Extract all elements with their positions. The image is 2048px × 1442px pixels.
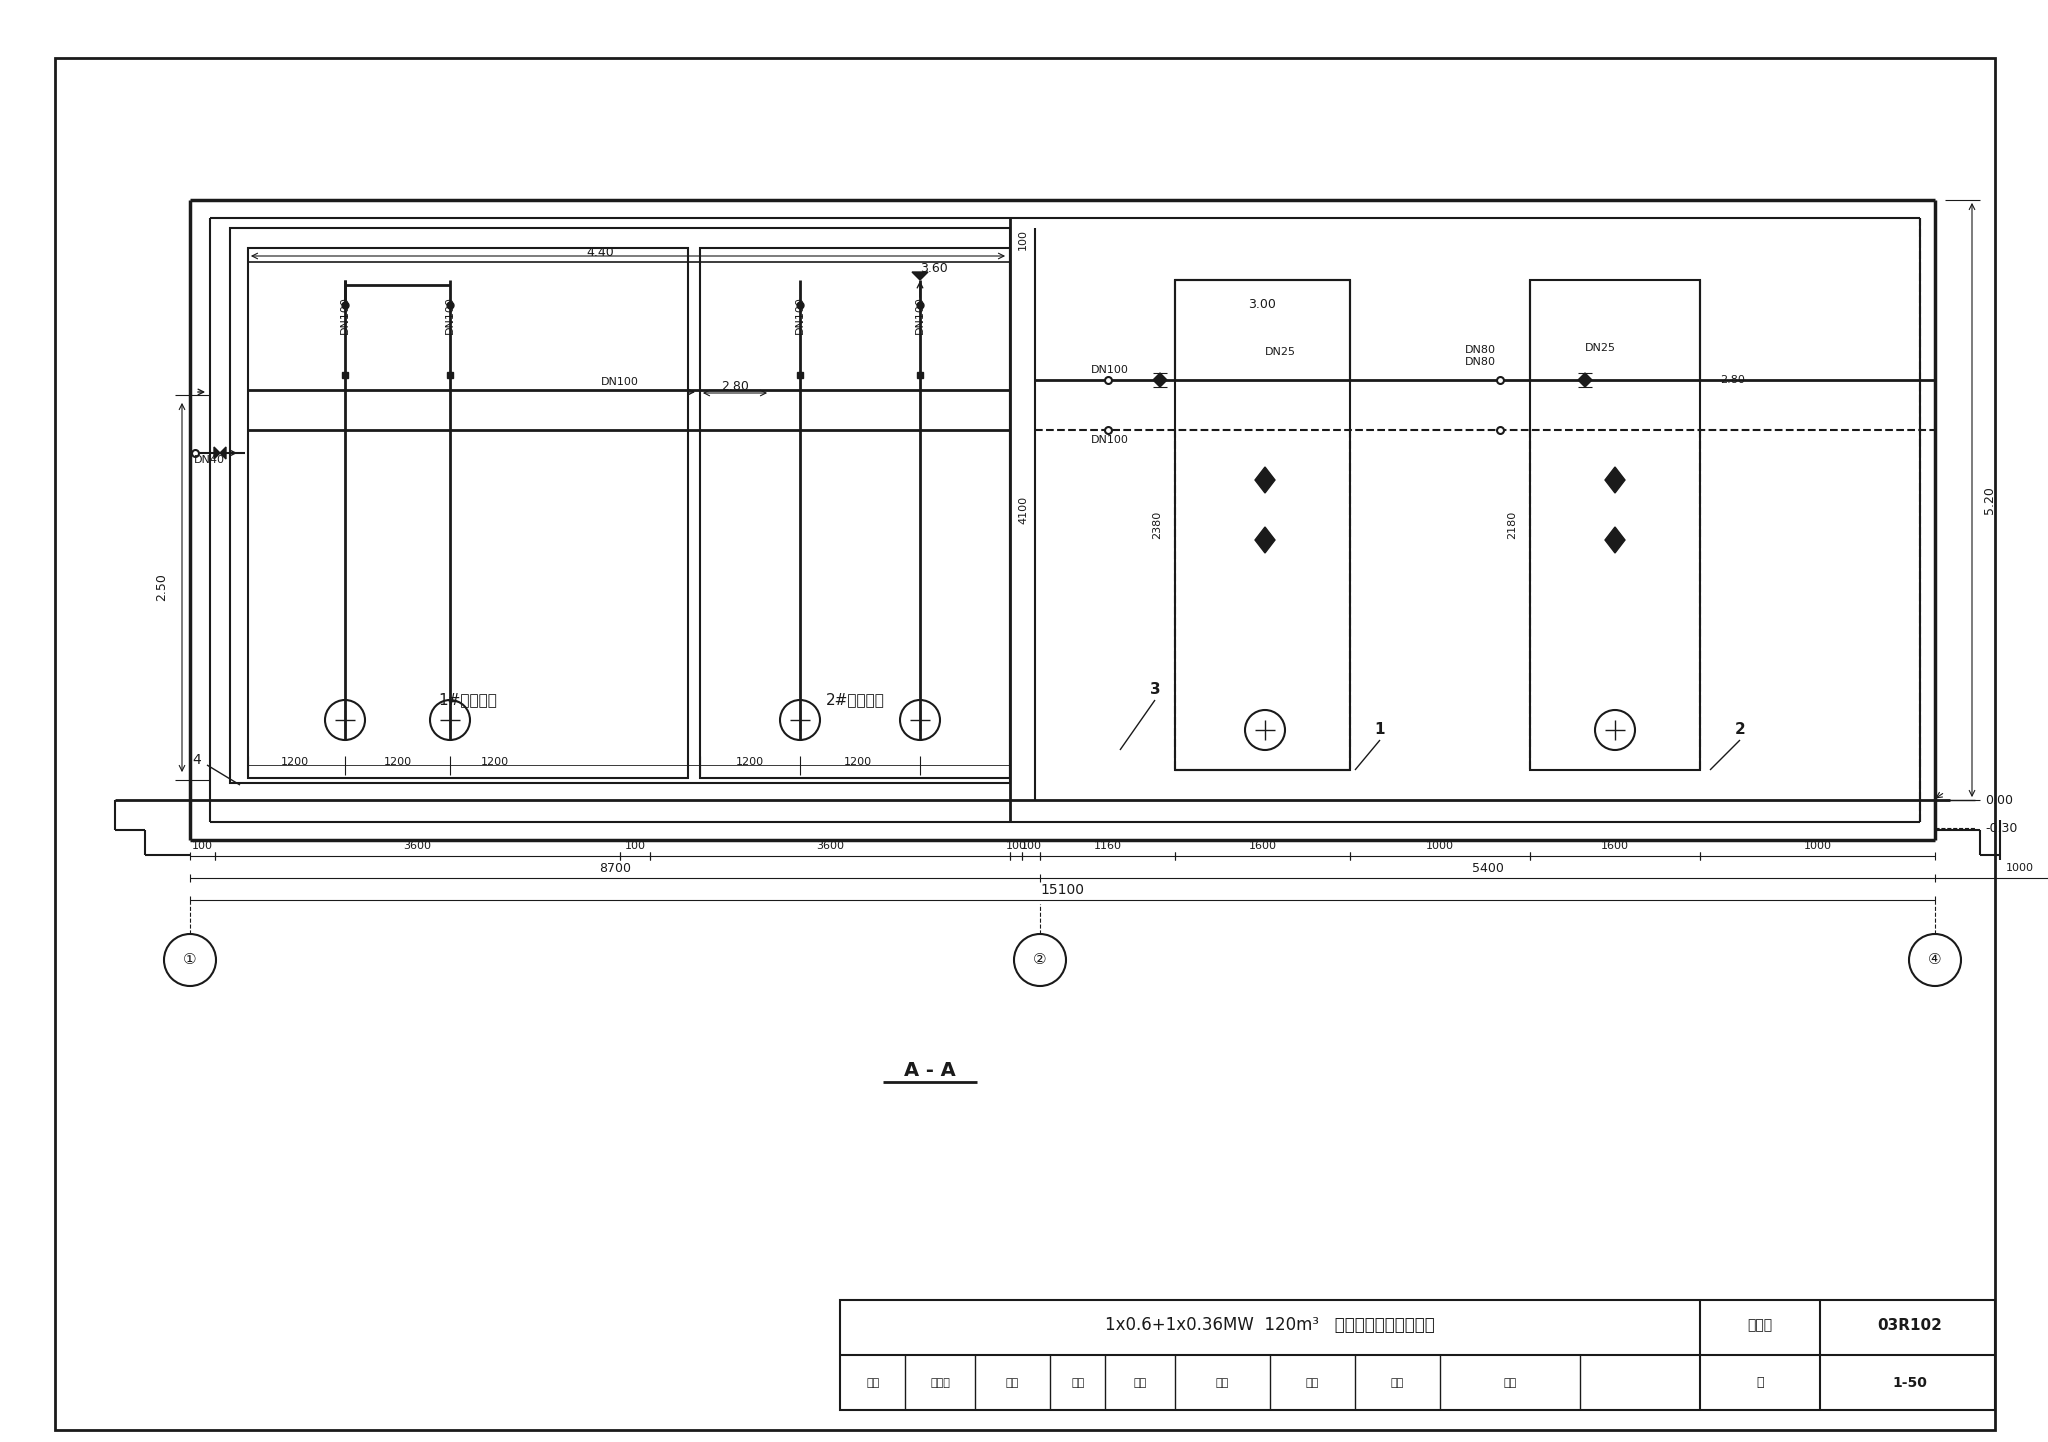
Text: 绘图: 绘图 (1006, 1379, 1018, 1389)
Text: 1200: 1200 (281, 757, 309, 767)
Text: 5400: 5400 (1473, 861, 1503, 874)
Text: 3600: 3600 (815, 841, 844, 851)
Text: DN25: DN25 (1264, 348, 1296, 358)
Bar (1530, 280, 1700, 770)
Text: DN100: DN100 (600, 376, 639, 386)
Polygon shape (1606, 467, 1624, 493)
Bar (229, 228, 1010, 783)
Text: 余莉: 余莉 (1133, 1379, 1147, 1389)
Text: 郑枫: 郑枫 (1503, 1379, 1518, 1389)
Text: DN100: DN100 (915, 296, 926, 335)
Bar (840, 1301, 1995, 1410)
Text: 1000: 1000 (1804, 841, 1831, 851)
Text: 1600: 1600 (1602, 841, 1628, 851)
Polygon shape (1579, 373, 1585, 386)
Text: 15100: 15100 (1040, 883, 1085, 897)
Text: 4.40: 4.40 (586, 245, 614, 258)
Text: 0.00: 0.00 (1985, 793, 2013, 806)
Text: 1-50: 1-50 (1892, 1376, 1927, 1390)
Text: 审核: 审核 (866, 1379, 881, 1389)
Text: 2380: 2380 (1151, 510, 1161, 539)
Text: DN100: DN100 (444, 296, 455, 335)
Text: 图集号: 图集号 (1747, 1318, 1774, 1332)
Text: DN25: DN25 (1585, 343, 1616, 353)
Text: DN100: DN100 (1092, 435, 1128, 446)
Text: 3: 3 (1149, 682, 1161, 698)
Text: A - A: A - A (903, 1060, 956, 1080)
Text: 校对: 校对 (1071, 1379, 1085, 1389)
Text: 2180: 2180 (1507, 510, 1518, 539)
Polygon shape (1585, 373, 1591, 386)
Text: 3.00: 3.00 (1247, 298, 1276, 311)
Text: 1600: 1600 (1249, 841, 1276, 851)
Text: 2.50: 2.50 (156, 572, 168, 601)
Text: 2.80: 2.80 (721, 381, 750, 394)
Text: 3600: 3600 (403, 841, 432, 851)
Text: 2.80: 2.80 (1720, 375, 1745, 385)
Text: 4: 4 (193, 753, 201, 767)
Text: ①: ① (182, 953, 197, 968)
Polygon shape (1159, 373, 1167, 386)
Polygon shape (1255, 526, 1276, 552)
Bar (248, 248, 688, 779)
Text: DN100: DN100 (1092, 365, 1128, 375)
Text: DN100: DN100 (340, 296, 350, 335)
Text: -0.30: -0.30 (1985, 822, 2017, 835)
Text: 郑小珍: 郑小珍 (930, 1379, 950, 1389)
Polygon shape (1606, 526, 1624, 552)
Text: 2#蓄热水箱: 2#蓄热水箱 (825, 692, 885, 708)
Text: ②: ② (1032, 953, 1047, 968)
Text: 100: 100 (1020, 841, 1042, 851)
Polygon shape (1255, 467, 1276, 493)
Text: 8700: 8700 (598, 861, 631, 874)
Text: 100: 100 (1018, 229, 1028, 251)
Text: DN80: DN80 (1464, 345, 1495, 355)
Bar (700, 248, 1010, 779)
Text: 1#蓄热水箱: 1#蓄热水箱 (438, 692, 498, 708)
Text: 设计: 设计 (1305, 1379, 1319, 1389)
Text: 4100: 4100 (1018, 496, 1028, 523)
Text: 5.20: 5.20 (1985, 486, 1997, 513)
Text: 2: 2 (1735, 722, 1745, 737)
Text: 1: 1 (1374, 722, 1384, 737)
Text: 1200: 1200 (481, 757, 510, 767)
Polygon shape (911, 273, 928, 280)
Text: 100: 100 (1006, 841, 1026, 851)
Text: 1000: 1000 (2005, 862, 2034, 872)
Text: 3.60: 3.60 (920, 261, 948, 274)
Text: DN100: DN100 (795, 296, 805, 335)
Text: 1200: 1200 (844, 757, 872, 767)
Text: 1000: 1000 (1425, 841, 1454, 851)
Polygon shape (219, 447, 225, 459)
Bar (1176, 280, 1350, 770)
Text: ④: ④ (1927, 953, 1942, 968)
Text: 审阅: 审阅 (1214, 1379, 1229, 1389)
Polygon shape (1153, 373, 1159, 386)
Text: DN80: DN80 (1464, 358, 1495, 368)
Polygon shape (213, 447, 219, 459)
Text: DN40: DN40 (195, 456, 225, 464)
Text: 1x0.6+1x0.36MW  120m³   蓄热式电锅炉房剖面图: 1x0.6+1x0.36MW 120m³ 蓄热式电锅炉房剖面图 (1106, 1317, 1436, 1334)
Text: 100: 100 (625, 841, 645, 851)
Text: 1200: 1200 (735, 757, 764, 767)
Text: 1160: 1160 (1094, 841, 1122, 851)
Text: 页: 页 (1757, 1377, 1763, 1390)
Text: 郭枫: 郭枫 (1391, 1379, 1403, 1389)
Text: 100: 100 (193, 841, 213, 851)
Text: 1200: 1200 (383, 757, 412, 767)
Text: 03R102: 03R102 (1878, 1318, 1942, 1332)
